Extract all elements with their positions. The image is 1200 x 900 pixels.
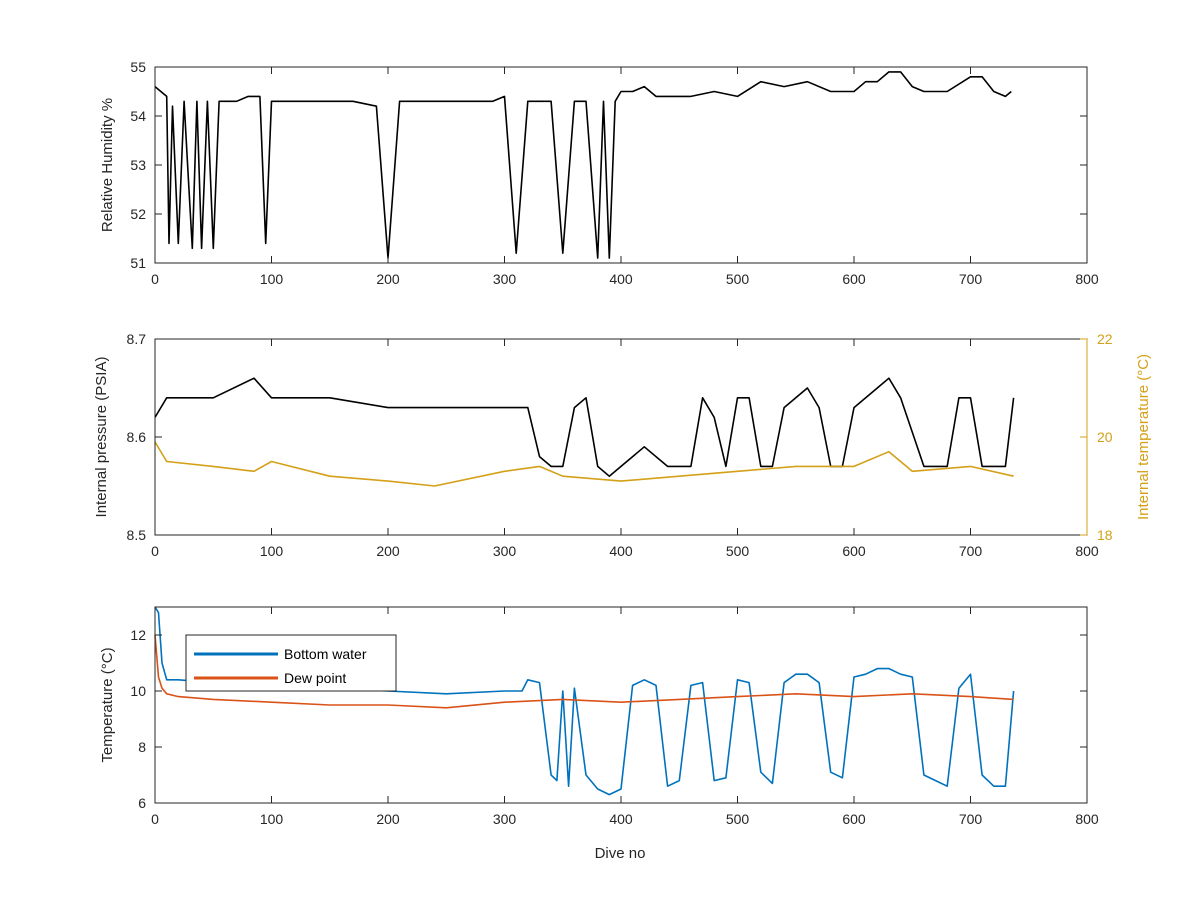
humidity-x-tick-label: 100 <box>260 271 284 287</box>
humidity-y-tick-label: 51 <box>130 255 146 271</box>
temperature-series-line-bottom-water <box>154 606 1015 796</box>
pressure-series-line-0 <box>154 377 1015 478</box>
humidity-series-line-0 <box>154 71 1012 259</box>
humidity-x-tick-label: 400 <box>609 271 633 287</box>
humidity-x-tick-label: 0 <box>151 271 159 287</box>
temperature-x-tick-label: 300 <box>493 811 517 827</box>
temperature-panel: Temperature (°C) Dive no <box>99 647 645 862</box>
temperature-y-tick-label: 6 <box>138 795 146 811</box>
pressure-x-tick-label: 500 <box>726 543 750 559</box>
pressure-y-tick-label: 8.6 <box>127 429 147 445</box>
pressure-x-tick-label: 200 <box>376 543 400 559</box>
humidity-panel: Relative Humidity % <box>99 98 116 232</box>
humidity-x-tick-label: 700 <box>959 271 983 287</box>
pressure-y-tick-label: 8.5 <box>127 527 147 543</box>
temperature-y-tick-label: 12 <box>130 627 146 643</box>
pressure-y2-tick-label: 20 <box>1097 429 1113 445</box>
pressure-y2-tick-label: 22 <box>1097 331 1113 347</box>
pressure-x-tick-label: 400 <box>609 543 633 559</box>
humidity-x-tick-label: 800 <box>1075 271 1099 287</box>
temperature-y-axis-label: Temperature (°C) <box>99 647 116 762</box>
temperature-x-tick-label: 600 <box>842 811 866 827</box>
humidity-y-axis-label: Relative Humidity % <box>99 98 116 232</box>
humidity-y-tick-label: 53 <box>130 157 146 173</box>
pressure-x-tick-label: 600 <box>842 543 866 559</box>
humidity-y-tick-label: 52 <box>130 206 146 222</box>
temperature-y-tick-label: 8 <box>138 739 146 755</box>
temperature-x-tick-label: 0 <box>151 811 159 827</box>
pressure-y2-tick-label: 18 <box>1097 527 1113 543</box>
humidity-y-tick-label: 55 <box>130 59 146 75</box>
legend-box <box>185 634 397 692</box>
pressure-axes: 0 100 200 300 400 500 600 700 800 8.5 8.6 8.7 18 20 22 <box>127 331 1113 559</box>
humidity-x-tick-label: 200 <box>376 271 400 287</box>
temperature-axes: 0 100 200 300 400 500 600 700 800 6 8 10 12 <box>130 606 1099 827</box>
legend-label-dew-point: Dew point <box>284 670 346 686</box>
pressure-x-tick-label: 800 <box>1075 543 1099 559</box>
humidity-x-tick-label: 500 <box>726 271 750 287</box>
pressure-y-tick-label: 8.7 <box>127 331 147 347</box>
pressure-y-axis-label: Internal pressure (PSIA) <box>93 357 110 518</box>
pressure-x-tick-label: 100 <box>260 543 284 559</box>
temperature-legend: Bottom water Dew point <box>185 634 397 692</box>
legend-label-bottom-water: Bottom water <box>284 646 367 662</box>
pressure-x-tick-label: 0 <box>151 543 159 559</box>
temperature-x-tick-label: 200 <box>376 811 400 827</box>
temperature-x-tick-label: 700 <box>959 811 983 827</box>
x-axis-label: Dive no <box>595 845 646 862</box>
pressure-series-line-1 <box>154 441 1014 487</box>
temperature-x-tick-label: 500 <box>726 811 750 827</box>
pressure-panel: Internal pressure (PSIA) Internal temper… <box>93 354 1152 520</box>
temperature-x-tick-label: 400 <box>609 811 633 827</box>
humidity-y-tick-label: 54 <box>130 108 146 124</box>
humidity-x-tick-label: 600 <box>842 271 866 287</box>
temperature-y-tick-label: 10 <box>130 683 146 699</box>
pressure-x-tick-label: 300 <box>493 543 517 559</box>
humidity-axes: 0 100 200 300 400 500 600 700 800 51 52 53 54 55 <box>130 59 1098 287</box>
pressure-x-tick-label: 700 <box>959 543 983 559</box>
temperature-x-tick-label: 800 <box>1075 811 1099 827</box>
humidity-x-tick-label: 300 <box>493 271 517 287</box>
internal-temperature-y-axis-label: Internal temperature (°C) <box>1135 354 1152 520</box>
temperature-series-line-dew-point <box>154 634 1014 709</box>
temperature-x-tick-label: 100 <box>260 811 284 827</box>
